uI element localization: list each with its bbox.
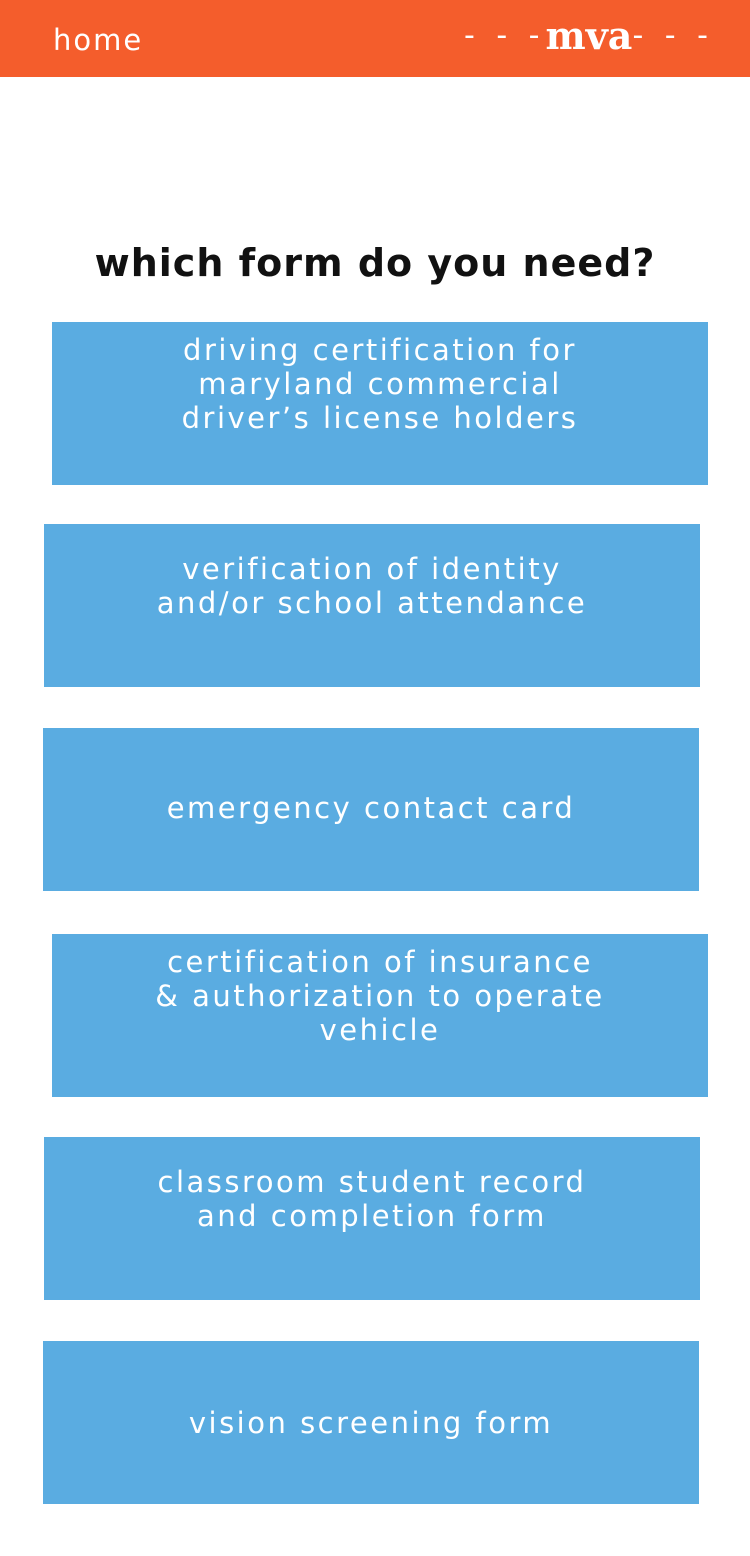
form-button-identity-verification[interactable]: verification of identity and/or school a… <box>44 524 700 687</box>
brand-dash-left: - - - <box>463 18 546 53</box>
brand-dash-right: - - - <box>632 18 714 53</box>
form-button-classroom-record[interactable]: classroom student record and completion … <box>44 1137 700 1300</box>
form-button-label: classroom student record and completion … <box>157 1164 587 1233</box>
form-button-label: verification of identity and/or school a… <box>156 551 588 620</box>
brand-name: mva <box>545 13 633 58</box>
home-link[interactable]: home <box>53 23 144 57</box>
top-bar: home - - -mva- - - <box>0 0 750 77</box>
form-button-label: vision screening form <box>188 1405 554 1440</box>
form-button-emergency-contact[interactable]: emergency contact card <box>43 728 699 891</box>
form-button-label: emergency contact card <box>166 790 576 825</box>
form-button-cdl-driving-certification[interactable]: driving certification for maryland comme… <box>52 322 708 485</box>
page-title: which form do you need? <box>94 241 656 285</box>
form-button-label: certification of insurance & authorizati… <box>155 944 605 1047</box>
form-button-insurance-certification[interactable]: certification of insurance & authorizati… <box>52 934 708 1097</box>
form-button-label: driving certification for maryland comme… <box>181 332 579 435</box>
form-button-vision-screening[interactable]: vision screening form <box>43 1341 699 1504</box>
brand-logo: - - -mva- - - <box>464 14 714 62</box>
